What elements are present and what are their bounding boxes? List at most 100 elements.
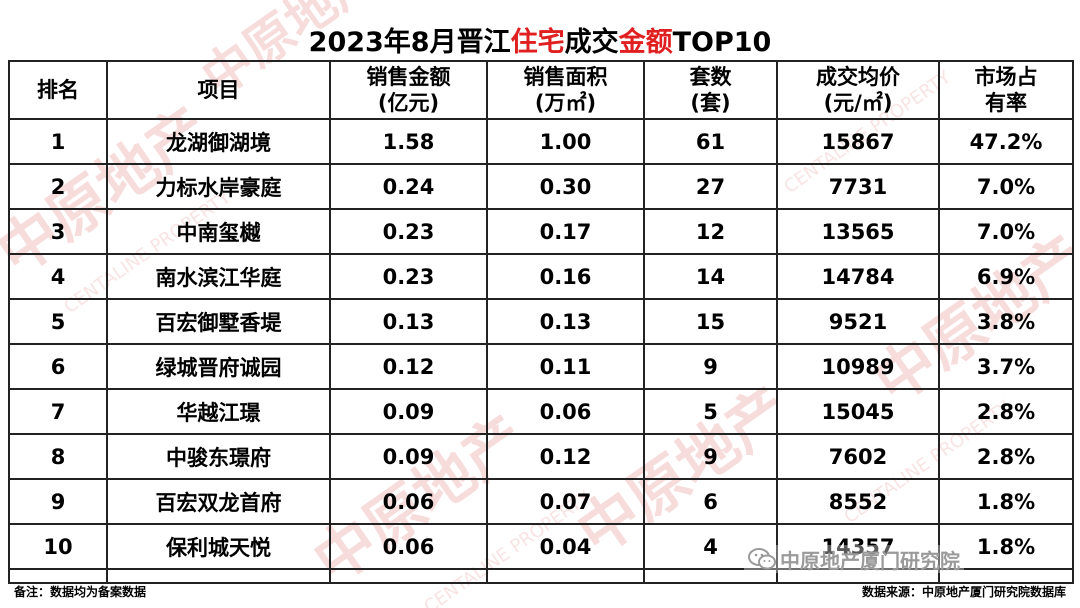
cell-blank (486, 568, 645, 584)
cell-rank: 4 (8, 253, 108, 300)
cell-units: 9 (643, 343, 778, 390)
header-share: 市场占 有率 (938, 60, 1074, 120)
cell-price: 14784 (776, 253, 940, 300)
table-row: 2 力标水岸豪庭 0.24 0.30 27 7731 7.0% (8, 163, 1074, 210)
cell-project: 中南玺樾 (106, 208, 331, 255)
cell-price: 8552 (776, 478, 940, 525)
cell-project: 华越江璟 (106, 388, 331, 435)
title-highlight-residential: 住宅 (510, 27, 565, 58)
cell-price: 15867 (776, 118, 940, 165)
cell-blank (643, 568, 778, 584)
cell-project: 力标水岸豪庭 (106, 163, 331, 210)
cell-blank (106, 568, 331, 584)
header-amount: 销售金额 (亿元) (329, 60, 488, 120)
cell-area: 0.13 (486, 298, 645, 345)
cell-blank (8, 568, 108, 584)
table-row: 10 保利城天悦 0.06 0.04 4 14357 1.8% (8, 523, 1074, 570)
cell-units: 9 (643, 433, 778, 480)
cell-amount: 0.23 (329, 208, 488, 255)
cell-rank: 2 (8, 163, 108, 210)
cell-amount: 0.13 (329, 298, 488, 345)
cell-blank (329, 568, 488, 584)
wechat-icon (748, 548, 776, 570)
cell-project: 中骏东璟府 (106, 433, 331, 480)
cell-units: 61 (643, 118, 778, 165)
cell-project: 百宏御墅香堤 (106, 298, 331, 345)
cell-units: 4 (643, 523, 778, 570)
wechat-account-mark: 中原地产厦门研究院 (744, 545, 964, 573)
cell-units: 5 (643, 388, 778, 435)
cell-project: 百宏双龙首府 (106, 478, 331, 525)
cell-rank: 8 (8, 433, 108, 480)
ranking-table: 排名 项目 销售金额 (亿元) 销售面积 (万㎡) 套数 (套) 成交均价 (元/㎡) … (8, 60, 1074, 584)
cell-units: 14 (643, 253, 778, 300)
cell-area: 0.17 (486, 208, 645, 255)
table-row: 9 百宏双龙首府 0.06 0.07 6 8552 1.8% (8, 478, 1074, 525)
title-prefix: 2023年8月晋江 (308, 27, 511, 58)
cell-area: 1.00 (486, 118, 645, 165)
cell-area: 0.16 (486, 253, 645, 300)
title-middle: 成交 (564, 27, 619, 58)
footer-note: 备注：数据均为备案数据 (14, 585, 147, 599)
footer-source: 数据来源：中原地产厦门研究院数据库 (861, 585, 1066, 599)
cell-share: 3.7% (938, 343, 1074, 390)
cell-units: 12 (643, 208, 778, 255)
cell-price: 10989 (776, 343, 940, 390)
cell-units: 27 (643, 163, 778, 210)
table-row-blank (8, 568, 1074, 584)
cell-rank: 7 (8, 388, 108, 435)
wechat-account-name: 中原地产厦门研究院 (780, 548, 960, 573)
cell-rank: 10 (8, 523, 108, 570)
cell-rank: 5 (8, 298, 108, 345)
cell-amount: 0.09 (329, 388, 488, 435)
cell-share: 2.8% (938, 388, 1074, 435)
header-row: 排名 项目 销售金额 (亿元) 销售面积 (万㎡) 套数 (套) 成交均价 (元/㎡) … (8, 60, 1074, 120)
cell-share: 3.8% (938, 298, 1074, 345)
cell-area: 0.11 (486, 343, 645, 390)
cell-share: 2.8% (938, 433, 1074, 480)
cell-rank: 3 (8, 208, 108, 255)
header-project: 项目 (106, 60, 331, 120)
table-row: 4 南水滨江华庭 0.23 0.16 14 14784 6.9% (8, 253, 1074, 300)
cell-share: 7.0% (938, 163, 1074, 210)
cell-blank (776, 568, 940, 584)
header-price: 成交均价 (元/㎡) (776, 60, 940, 120)
cell-amount: 1.58 (329, 118, 488, 165)
table-row: 6 绿城晋府诚园 0.12 0.11 9 10989 3.7% (8, 343, 1074, 390)
cell-amount: 0.23 (329, 253, 488, 300)
cell-price: 15045 (776, 388, 940, 435)
cell-rank: 9 (8, 478, 108, 525)
header-rank: 排名 (8, 60, 108, 120)
table-title: 2023年8月晋江住宅成交金额TOP10 (8, 26, 1072, 60)
cell-amount: 0.12 (329, 343, 488, 390)
cell-rank: 1 (8, 118, 108, 165)
cell-share: 6.9% (938, 253, 1074, 300)
cell-share: 47.2% (938, 118, 1074, 165)
cell-units: 15 (643, 298, 778, 345)
table-row: 1 龙湖御湖境 1.58 1.00 61 15867 47.2% (8, 118, 1074, 165)
cell-area: 0.12 (486, 433, 645, 480)
cell-price: 14357 (776, 523, 940, 570)
cell-price: 9521 (776, 298, 940, 345)
cell-rank: 6 (8, 343, 108, 390)
table-row: 3 中南玺樾 0.23 0.17 12 13565 7.0% (8, 208, 1074, 255)
title-highlight-amount: 金额 (618, 27, 673, 58)
cell-share: 7.0% (938, 208, 1074, 255)
cell-units: 6 (643, 478, 778, 525)
cell-price: 7731 (776, 163, 940, 210)
cell-area: 0.07 (486, 478, 645, 525)
cell-price: 13565 (776, 208, 940, 255)
cell-project: 保利城天悦 (106, 523, 331, 570)
cell-share: 1.8% (938, 523, 1074, 570)
cell-area: 0.04 (486, 523, 645, 570)
title-suffix: TOP10 (672, 27, 772, 58)
cell-blank (938, 568, 1074, 584)
header-area: 销售面积 (万㎡) (486, 60, 645, 120)
cell-project: 绿城晋府诚园 (106, 343, 331, 390)
table-row: 8 中骏东璟府 0.09 0.12 9 7602 2.8% (8, 433, 1074, 480)
cell-project: 南水滨江华庭 (106, 253, 331, 300)
cell-amount: 0.09 (329, 433, 488, 480)
cell-area: 0.06 (486, 388, 645, 435)
cell-area: 0.30 (486, 163, 645, 210)
cell-share: 1.8% (938, 478, 1074, 525)
